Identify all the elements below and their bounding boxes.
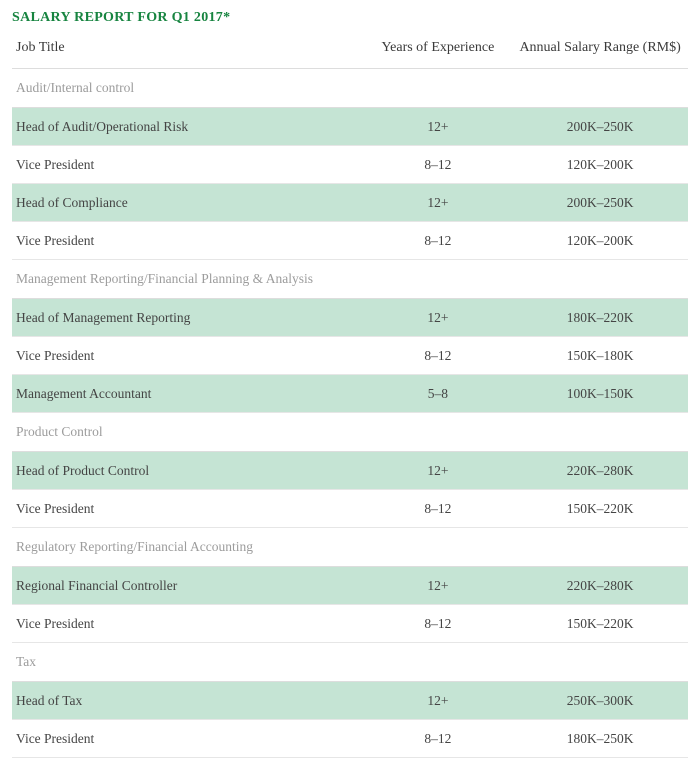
cell-salary: 100K–150K	[512, 375, 688, 413]
section-name: Tax	[12, 643, 688, 682]
table-row: Regional Financial Controller12+220K–280…	[12, 567, 688, 605]
cell-job-title: Head of Product Control	[12, 452, 364, 490]
cell-salary: 120K–200K	[512, 146, 688, 184]
salary-table: Job Title Years of Experience Annual Sal…	[12, 34, 688, 758]
cell-experience: 8–12	[364, 222, 513, 260]
cell-job-title: Head of Audit/Operational Risk	[12, 108, 364, 146]
cell-salary: 220K–280K	[512, 452, 688, 490]
cell-salary: 220K–280K	[512, 567, 688, 605]
col-experience: Years of Experience	[364, 34, 513, 69]
table-row: Vice President8–12150K–220K	[12, 490, 688, 528]
cell-experience: 12+	[364, 452, 513, 490]
cell-job-title: Head of Tax	[12, 682, 364, 720]
section-name: Audit/Internal control	[12, 69, 688, 108]
table-row: Head of Tax12+250K–300K	[12, 682, 688, 720]
table-row: Vice President8–12120K–200K	[12, 146, 688, 184]
section-header: Tax	[12, 643, 688, 682]
cell-salary: 150K–180K	[512, 337, 688, 375]
cell-experience: 8–12	[364, 337, 513, 375]
table-header-row: Job Title Years of Experience Annual Sal…	[12, 34, 688, 69]
cell-job-title: Vice President	[12, 720, 364, 758]
cell-salary: 180K–250K	[512, 720, 688, 758]
cell-salary: 150K–220K	[512, 605, 688, 643]
cell-job-title: Regional Financial Controller	[12, 567, 364, 605]
cell-salary: 200K–250K	[512, 108, 688, 146]
col-job-title: Job Title	[12, 34, 364, 69]
table-row: Head of Compliance12+200K–250K	[12, 184, 688, 222]
cell-job-title: Vice President	[12, 490, 364, 528]
section-header: Product Control	[12, 413, 688, 452]
table-row: Head of Management Reporting12+180K–220K	[12, 299, 688, 337]
report-title: SALARY REPORT FOR Q1 2017*	[12, 10, 688, 26]
section-header: Management Reporting/Financial Planning …	[12, 260, 688, 299]
cell-experience: 5–8	[364, 375, 513, 413]
col-salary: Annual Salary Range (RM$)	[512, 34, 688, 69]
table-row: Vice President8–12150K–220K	[12, 605, 688, 643]
section-name: Product Control	[12, 413, 688, 452]
table-row: Head of Product Control12+220K–280K	[12, 452, 688, 490]
section-name: Regulatory Reporting/Financial Accountin…	[12, 528, 688, 567]
cell-salary: 250K–300K	[512, 682, 688, 720]
cell-job-title: Vice President	[12, 605, 364, 643]
cell-job-title: Management Accountant	[12, 375, 364, 413]
cell-experience: 12+	[364, 299, 513, 337]
section-header: Regulatory Reporting/Financial Accountin…	[12, 528, 688, 567]
section-name: Management Reporting/Financial Planning …	[12, 260, 688, 299]
cell-experience: 12+	[364, 184, 513, 222]
cell-job-title: Head of Management Reporting	[12, 299, 364, 337]
cell-experience: 12+	[364, 567, 513, 605]
cell-job-title: Vice President	[12, 146, 364, 184]
table-row: Vice President8–12180K–250K	[12, 720, 688, 758]
table-row: Management Accountant5–8100K–150K	[12, 375, 688, 413]
cell-job-title: Vice President	[12, 222, 364, 260]
cell-salary: 200K–250K	[512, 184, 688, 222]
table-row: Vice President8–12150K–180K	[12, 337, 688, 375]
cell-salary: 120K–200K	[512, 222, 688, 260]
cell-experience: 12+	[364, 108, 513, 146]
cell-job-title: Vice President	[12, 337, 364, 375]
cell-experience: 12+	[364, 682, 513, 720]
table-row: Head of Audit/Operational Risk12+200K–25…	[12, 108, 688, 146]
table-row: Vice President8–12120K–200K	[12, 222, 688, 260]
cell-salary: 180K–220K	[512, 299, 688, 337]
cell-experience: 8–12	[364, 146, 513, 184]
section-header: Audit/Internal control	[12, 69, 688, 108]
cell-experience: 8–12	[364, 490, 513, 528]
cell-salary: 150K–220K	[512, 490, 688, 528]
cell-experience: 8–12	[364, 720, 513, 758]
cell-experience: 8–12	[364, 605, 513, 643]
cell-job-title: Head of Compliance	[12, 184, 364, 222]
